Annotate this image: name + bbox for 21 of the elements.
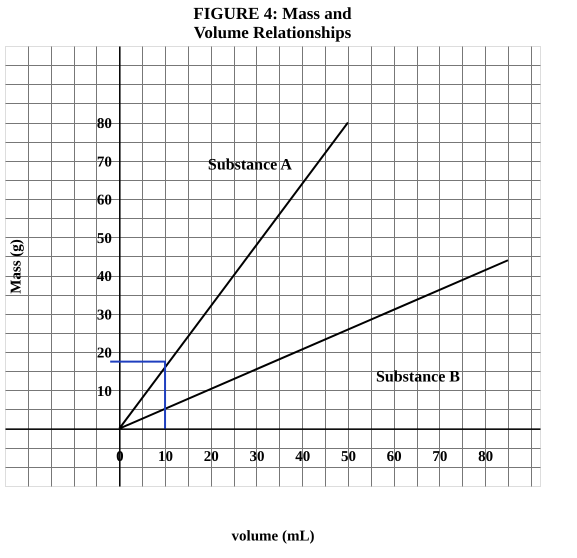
y-tick-label: 60 xyxy=(96,192,112,209)
x-tick-label: 40 xyxy=(295,449,310,466)
series-label: Substance A xyxy=(208,156,292,174)
x-tick-label: 20 xyxy=(204,449,219,466)
y-tick-label: 10 xyxy=(96,384,112,400)
x-tick-label: 30 xyxy=(249,449,264,466)
x-tick-label: 10 xyxy=(158,449,174,466)
x-tick-label: 80 xyxy=(478,449,494,466)
x-tick-label: 70 xyxy=(432,449,448,466)
y-tick-label: 80 xyxy=(96,116,112,132)
y-tick-label: 40 xyxy=(96,269,112,286)
y-tick-label: 70 xyxy=(96,154,112,170)
text: Substance B xyxy=(376,368,460,386)
y-tick-label: 50 xyxy=(96,230,112,247)
chart-title: FIGURE 4: Mass and Volume Relationships xyxy=(193,4,352,42)
y-tick-label: 30 xyxy=(96,307,112,324)
y-tick-label: 20 xyxy=(96,346,112,362)
x-tick-label: 60 xyxy=(386,449,402,466)
x-axis-title: volume (mL) xyxy=(232,528,314,544)
x-tick-label: 50 xyxy=(340,449,356,466)
y-axis-title: Mass (g) xyxy=(8,239,24,294)
